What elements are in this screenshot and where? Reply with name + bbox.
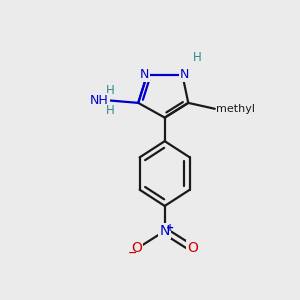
Text: methyl: methyl — [216, 107, 221, 108]
Text: O: O — [187, 241, 198, 255]
Text: N: N — [140, 68, 149, 81]
Text: methyl: methyl — [217, 107, 222, 109]
Text: NH: NH — [90, 94, 109, 107]
Text: H: H — [106, 104, 115, 117]
Text: O: O — [131, 241, 142, 255]
Text: +: + — [166, 223, 174, 233]
Text: methyl: methyl — [216, 104, 255, 114]
Text: N: N — [160, 224, 170, 238]
Text: H: H — [193, 51, 202, 64]
Text: −: − — [128, 248, 137, 258]
Text: H: H — [106, 84, 115, 97]
Text: N: N — [180, 68, 189, 81]
